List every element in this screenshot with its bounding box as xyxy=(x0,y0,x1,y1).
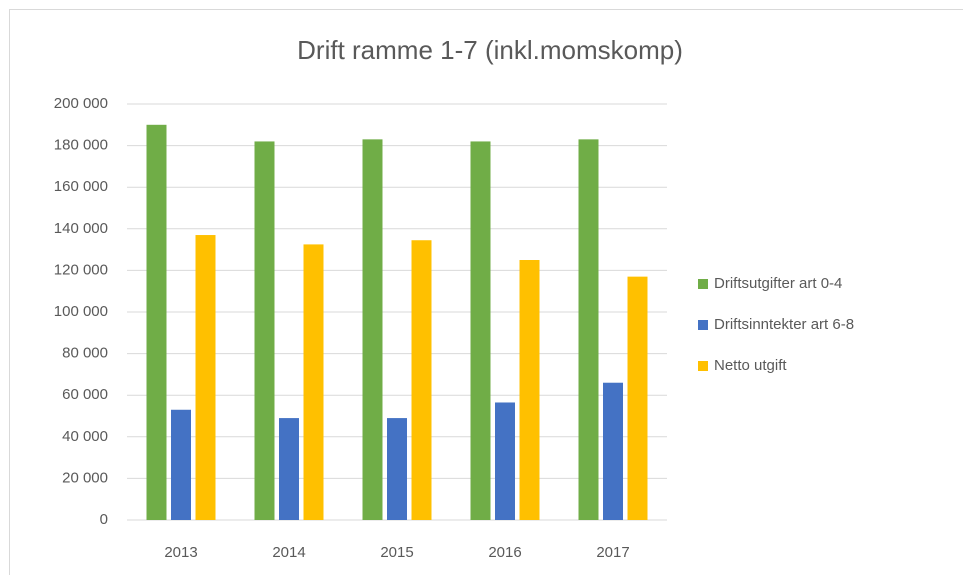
chart-title: Drift ramme 1-7 (inkl.momskomp) xyxy=(297,35,683,65)
y-tick-label: 20 000 xyxy=(62,469,108,486)
y-tick-label: 140 000 xyxy=(54,220,108,237)
bar xyxy=(362,139,383,521)
legend-swatch xyxy=(698,361,708,371)
legend-label: Driftsutgifter art 0-4 xyxy=(714,275,842,292)
x-tick-label: 2014 xyxy=(272,544,305,561)
bar xyxy=(303,244,324,520)
y-tick-label: 200 000 xyxy=(54,95,108,112)
y-tick-label: 40 000 xyxy=(62,428,108,445)
bar xyxy=(603,382,623,520)
bar xyxy=(411,240,432,521)
bar xyxy=(254,141,275,520)
bar xyxy=(195,235,216,521)
bar xyxy=(171,409,191,520)
x-tick-label: 2017 xyxy=(596,544,629,561)
y-tick-label: 100 000 xyxy=(54,303,108,320)
bar xyxy=(627,276,648,520)
bar xyxy=(470,141,491,520)
x-tick-label: 2013 xyxy=(164,544,197,561)
y-tick-label: 120 000 xyxy=(54,261,108,278)
y-tick-label: 160 000 xyxy=(54,178,108,195)
legend-label: Driftsinntekter art 6-8 xyxy=(714,316,854,333)
bar xyxy=(146,124,167,521)
bar xyxy=(279,418,299,520)
y-tick-label: 80 000 xyxy=(62,345,108,362)
y-tick-label: 60 000 xyxy=(62,386,108,403)
legend-swatch xyxy=(698,279,708,289)
legend-swatch xyxy=(698,320,708,330)
x-tick-label: 2016 xyxy=(488,544,521,561)
x-tick-label: 2015 xyxy=(380,544,413,561)
legend-label: Netto utgift xyxy=(714,357,787,374)
y-tick-label: 0 xyxy=(100,511,108,528)
bar xyxy=(519,260,540,520)
bar xyxy=(495,402,515,520)
bar xyxy=(387,418,407,520)
y-tick-label: 180 000 xyxy=(54,137,108,154)
bar xyxy=(578,139,599,521)
